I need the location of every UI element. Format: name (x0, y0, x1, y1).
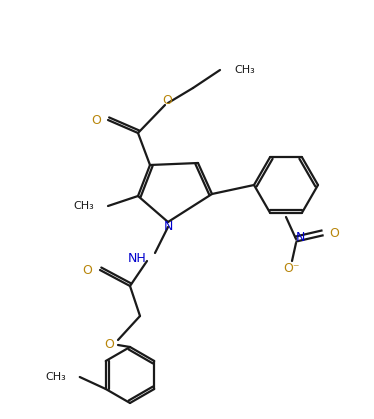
Text: O: O (91, 114, 101, 127)
Text: CH₃: CH₃ (234, 65, 255, 75)
Text: N: N (163, 220, 173, 233)
Text: O: O (329, 227, 339, 240)
Text: O: O (162, 93, 172, 106)
Text: NH: NH (128, 253, 147, 266)
Text: CH₃: CH₃ (45, 372, 66, 382)
Text: O⁻: O⁻ (284, 262, 300, 276)
Text: O: O (104, 337, 114, 351)
Text: O: O (82, 264, 92, 277)
Text: N: N (295, 230, 305, 243)
Text: CH₃: CH₃ (73, 201, 94, 211)
